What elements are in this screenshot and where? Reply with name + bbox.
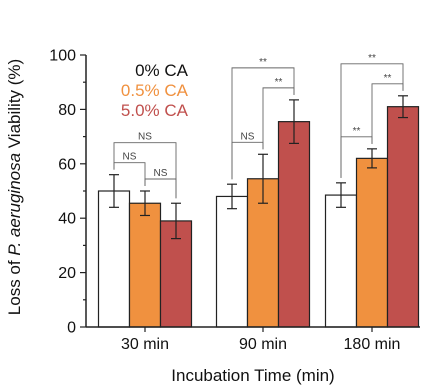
y-tick-label: 0 [67, 320, 76, 337]
significance-label: NS [154, 168, 168, 179]
y-axis-title-italic: P. aeruginosa [5, 153, 24, 256]
x-tick-label: 30 min [121, 336, 169, 353]
x-axis-title: Incubation Time (min) [171, 366, 334, 385]
significance-bracket [231, 67, 295, 180]
bar [97, 190, 131, 328]
y-tick-label: 100 [49, 48, 76, 65]
significance-bracket [262, 87, 295, 150]
significance-bracket [113, 142, 177, 199]
y-tick-label: 40 [58, 211, 76, 228]
y-axis-title-pre: Loss of [5, 256, 24, 316]
significance-bracket [113, 162, 146, 186]
bar [324, 194, 358, 328]
bar [355, 157, 389, 328]
bar [215, 195, 249, 328]
bar [386, 106, 420, 328]
significance-label: NS [138, 132, 152, 143]
legend-entry: 0.5% CA [121, 81, 189, 100]
significance-label: NS [123, 152, 137, 163]
x-tick-label: 180 min [344, 336, 401, 353]
y-axis-title: Loss of P. aeruginosa Viability (%) [5, 59, 24, 315]
significance-label: ** [275, 77, 283, 88]
significance-label: NS [241, 131, 255, 142]
y-tick-label: 80 [58, 102, 76, 119]
significance-bracket [340, 63, 404, 178]
y-tick-label: 60 [58, 156, 76, 173]
legend-entry: 0% CA [135, 61, 189, 80]
legend: 0% CA0.5% CA5.0% CA [121, 61, 189, 120]
significance-bracket [231, 141, 264, 180]
y-tick-label: 20 [58, 265, 76, 282]
significance-label: ** [368, 53, 376, 64]
x-tick-label: 90 min [239, 336, 287, 353]
significance-label: ** [259, 57, 267, 68]
significance-bracket [371, 83, 404, 144]
bar [128, 202, 162, 328]
significance-label: ** [384, 73, 392, 84]
bar [277, 121, 311, 328]
y-axis-title-post: Viability (%) [5, 59, 24, 153]
legend-entry: 5.0% CA [121, 101, 189, 120]
bars [97, 95, 420, 328]
y-ticks: 0 20 40 60 80 100 [49, 48, 86, 337]
significance-bracket [144, 178, 177, 199]
x-ticks: 30 min 90 min 180 min [121, 327, 400, 353]
significance-label: ** [353, 126, 361, 137]
